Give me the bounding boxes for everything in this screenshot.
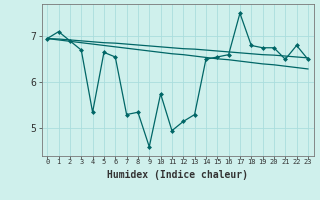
X-axis label: Humidex (Indice chaleur): Humidex (Indice chaleur) [107,170,248,180]
